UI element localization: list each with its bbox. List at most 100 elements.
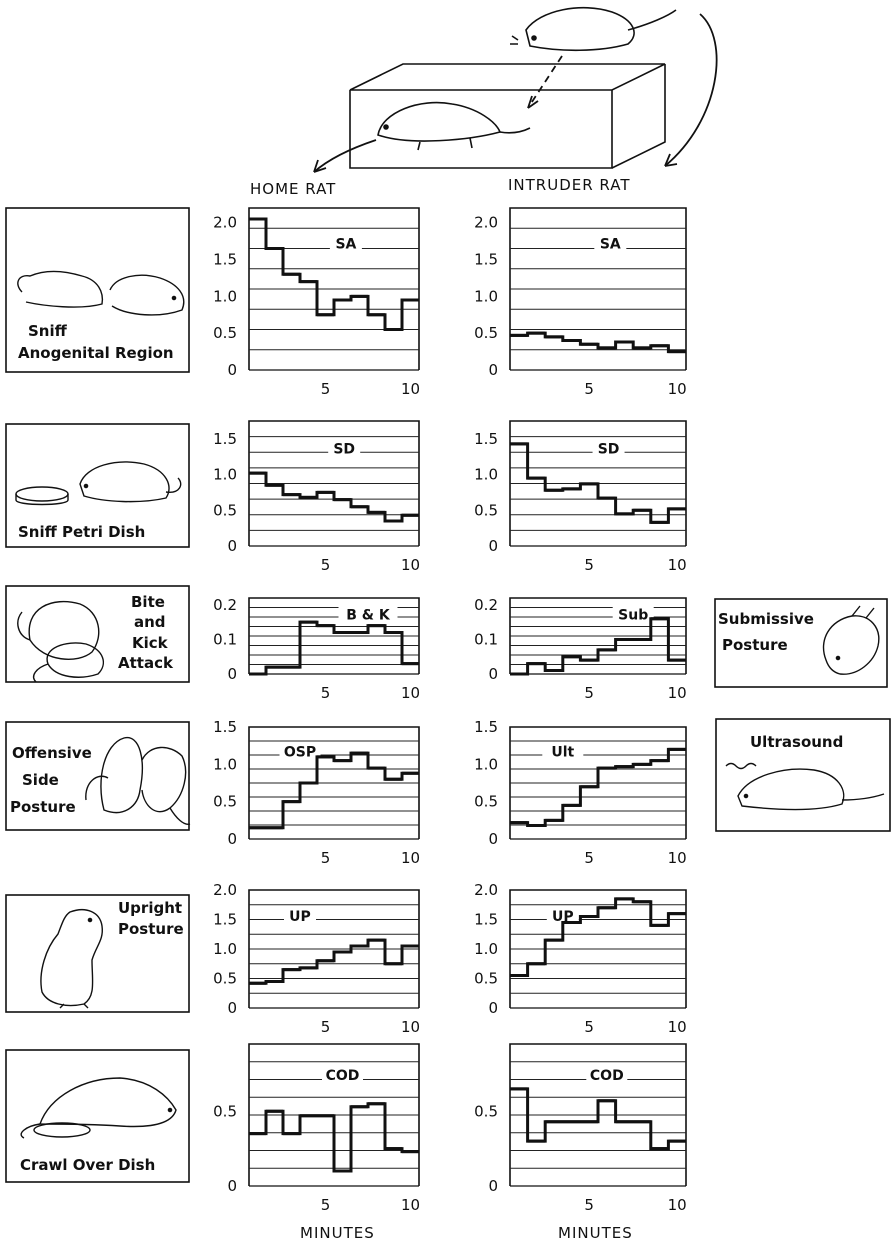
y-tick-label: 0.5 (474, 970, 498, 988)
behavior-label-line: Kick (132, 634, 169, 652)
y-tick-label: 1.0 (474, 755, 498, 773)
y-tick-label: 1.5 (213, 718, 237, 736)
series-step-line (249, 217, 419, 331)
side-label-line: Submissive (718, 610, 814, 628)
x-tick-label: 5 (584, 556, 594, 574)
y-tick-label: 0.5 (213, 501, 237, 519)
x-axis-label-home: MINUTES (300, 1224, 375, 1242)
series-label: Ult (551, 745, 574, 761)
y-tick-label: 0.5 (474, 793, 498, 811)
panel-bite-kick-attack: Bite and Kick Attack (5, 585, 190, 683)
y-tick-label: 1.5 (474, 718, 498, 736)
series-label: COD (326, 1068, 360, 1084)
series-label: SD (598, 442, 620, 458)
series-label-bg (542, 741, 584, 762)
series-label: Sub (618, 608, 648, 624)
chart-panel: SA 0 0.5 1.0 1.5 2.0 5 10 (474, 207, 687, 398)
y-tick-label: 0.1 (474, 630, 498, 648)
series-step-line (249, 471, 419, 523)
x-tick-label: 5 (584, 684, 594, 702)
y-tick-label: 0.5 (474, 324, 498, 342)
series-label-bg (612, 604, 654, 625)
y-tick-label: 1.0 (213, 755, 237, 773)
y-tick-label: 1.5 (474, 251, 498, 269)
series-step-line (510, 442, 686, 524)
x-tick-label: 10 (401, 684, 420, 702)
y-tick-label: 0.5 (213, 1102, 237, 1120)
cage-illustration (349, 63, 666, 169)
x-tick-label: 10 (668, 849, 687, 867)
y-tick-label: 1.0 (474, 287, 498, 305)
series-step-line (249, 751, 419, 830)
y-tick-label: 0 (227, 537, 237, 555)
x-tick-label: 10 (668, 1018, 687, 1036)
behavior-label-line: Anogenital Region (18, 344, 174, 362)
x-tick-label: 10 (401, 380, 420, 398)
y-tick-label: 0 (227, 830, 237, 848)
y-tick-label: 0.5 (213, 324, 237, 342)
series-step-line (249, 1102, 419, 1173)
y-tick-label: 1.5 (213, 911, 237, 929)
x-tick-label: 10 (668, 380, 687, 398)
y-tick-label: 2.0 (213, 214, 237, 232)
behavior-label-line: Side (22, 771, 59, 789)
x-tick-label: 5 (584, 849, 594, 867)
series-label-bg (594, 233, 627, 254)
behavior-label-line: Posture (118, 920, 184, 938)
series-label: B & K (346, 608, 391, 624)
series-label-bg (322, 1065, 363, 1086)
series-label-bg (279, 741, 321, 762)
y-tick-label: 0 (488, 537, 498, 555)
intruder-rat-drawing (510, 6, 677, 52)
chart-panel: UP 0 0.5 1.0 1.5 2.0 5 10 (213, 881, 420, 1036)
panel-crawl-over-dish: Crawl Over Dish (5, 1049, 190, 1183)
y-tick-label: 1.5 (474, 430, 498, 448)
y-tick-label: 2.0 (474, 214, 498, 232)
behavior-label-line: Bite (131, 593, 165, 611)
panel-offensive-side-posture: Offensive Side Posture (5, 721, 191, 831)
y-tick-label: 1.5 (474, 911, 498, 929)
x-tick-label: 10 (401, 556, 420, 574)
chart-panel: COD 0 0.5 5 10 (474, 1043, 687, 1214)
x-tick-label: 5 (584, 1196, 594, 1214)
y-tick-label: 0 (227, 1177, 237, 1195)
series-label-bg (586, 1065, 628, 1086)
charts-group: SA 0 0.5 1.0 1.5 2.0 5 10 SA 0 0.5 1.0 1.5 2.0 5 10 SD 0 0… (213, 207, 687, 1214)
series-label: SD (333, 442, 355, 458)
chart-panel: COD 0 0.5 5 10 (213, 1043, 420, 1214)
series-label-bg (329, 233, 362, 254)
x-tick-label: 5 (321, 1018, 331, 1036)
y-tick-label: 2.0 (213, 881, 237, 899)
y-tick-label: 0 (227, 361, 237, 379)
x-tick-label: 10 (668, 556, 687, 574)
x-tick-label: 5 (321, 556, 331, 574)
y-tick-label: 0 (488, 665, 498, 683)
series-label: UP (289, 909, 311, 925)
panel-sniff-anogenital: Sniff Anogenital Region (5, 207, 190, 373)
y-tick-label: 0 (488, 361, 498, 379)
behavior-label-line: and (134, 613, 166, 631)
series-label: SA (335, 237, 356, 253)
y-tick-label: 0 (488, 1177, 498, 1195)
y-tick-label: 1.5 (213, 251, 237, 269)
series-step-line (510, 897, 686, 978)
y-tick-label: 0 (488, 830, 498, 848)
y-tick-label: 0 (227, 999, 237, 1017)
y-tick-label: 1.5 (213, 430, 237, 448)
x-tick-label: 5 (321, 380, 331, 398)
x-tick-label: 10 (401, 1196, 420, 1214)
behavior-label-line: Attack (118, 654, 174, 672)
chart-panel: SA 0 0.5 1.0 1.5 2.0 5 10 (213, 207, 420, 398)
home-rat-header: HOME RAT (250, 180, 336, 198)
panel-submissive-posture: Submissive Posture (714, 598, 888, 688)
y-tick-label: 0.2 (213, 596, 237, 614)
y-tick-label: 1.0 (213, 466, 237, 484)
side-label-line: Ultrasound (750, 733, 843, 751)
y-tick-label: 1.0 (474, 940, 498, 958)
x-tick-label: 10 (668, 1196, 687, 1214)
side-label-line: Posture (722, 636, 788, 654)
panel-ultrasound: Ultrasound (715, 718, 891, 832)
series-step-line (249, 938, 419, 985)
x-tick-label: 5 (321, 1196, 331, 1214)
x-tick-label: 5 (321, 849, 331, 867)
